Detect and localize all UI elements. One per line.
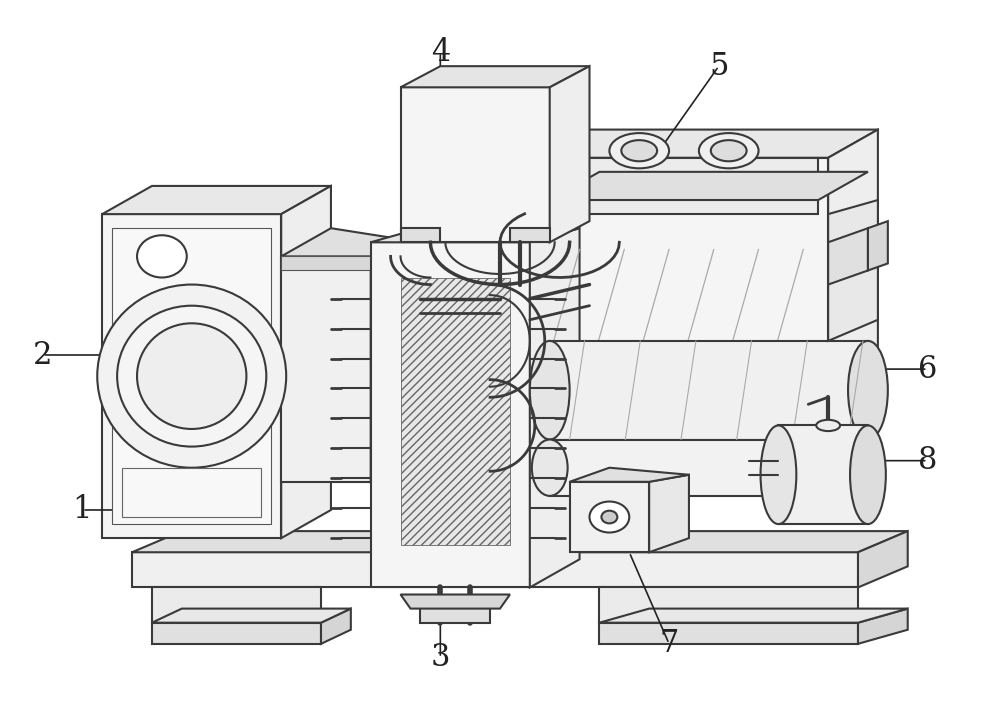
Polygon shape <box>599 608 908 623</box>
Text: 3: 3 <box>431 643 450 673</box>
Polygon shape <box>570 482 649 552</box>
Polygon shape <box>530 158 828 461</box>
Polygon shape <box>599 587 858 623</box>
Text: 8: 8 <box>918 445 937 476</box>
Polygon shape <box>649 475 689 552</box>
Polygon shape <box>401 228 440 242</box>
Polygon shape <box>530 228 580 587</box>
Ellipse shape <box>800 439 836 496</box>
Ellipse shape <box>137 235 187 278</box>
Polygon shape <box>550 172 868 200</box>
Polygon shape <box>530 130 878 158</box>
Polygon shape <box>321 608 351 644</box>
Polygon shape <box>868 221 888 271</box>
Polygon shape <box>858 531 908 587</box>
Ellipse shape <box>711 140 747 161</box>
Text: 5: 5 <box>709 50 729 82</box>
Polygon shape <box>401 594 510 608</box>
Ellipse shape <box>699 133 759 168</box>
Polygon shape <box>550 66 590 242</box>
Ellipse shape <box>761 425 796 524</box>
Polygon shape <box>599 623 858 644</box>
Polygon shape <box>550 158 818 214</box>
Ellipse shape <box>530 341 570 439</box>
Ellipse shape <box>590 501 629 532</box>
Polygon shape <box>102 214 281 538</box>
Polygon shape <box>152 608 351 623</box>
Text: 7: 7 <box>659 628 679 660</box>
Polygon shape <box>152 623 321 644</box>
Polygon shape <box>132 552 858 587</box>
Polygon shape <box>550 439 818 496</box>
Text: 6: 6 <box>918 354 937 385</box>
Polygon shape <box>420 601 490 623</box>
Text: 2: 2 <box>33 339 52 371</box>
Polygon shape <box>371 242 530 587</box>
Polygon shape <box>401 87 550 242</box>
Polygon shape <box>281 186 331 538</box>
Polygon shape <box>828 130 878 461</box>
Polygon shape <box>152 587 321 623</box>
Text: 4: 4 <box>431 37 450 67</box>
Ellipse shape <box>117 306 266 447</box>
Polygon shape <box>112 228 271 524</box>
Text: 1: 1 <box>73 494 92 525</box>
Polygon shape <box>778 425 868 524</box>
Ellipse shape <box>850 425 886 524</box>
Ellipse shape <box>848 341 888 439</box>
Ellipse shape <box>816 420 840 431</box>
Polygon shape <box>828 200 878 341</box>
Polygon shape <box>132 531 908 552</box>
Polygon shape <box>401 66 590 87</box>
Polygon shape <box>550 341 868 439</box>
Ellipse shape <box>601 510 617 523</box>
Polygon shape <box>828 228 868 285</box>
Ellipse shape <box>609 133 669 168</box>
Polygon shape <box>281 256 371 482</box>
Polygon shape <box>371 242 420 482</box>
Polygon shape <box>510 228 550 242</box>
Polygon shape <box>281 256 371 271</box>
Bar <box>401 278 510 545</box>
Ellipse shape <box>532 439 568 496</box>
Polygon shape <box>281 228 420 256</box>
Polygon shape <box>371 228 580 242</box>
Ellipse shape <box>137 323 246 429</box>
Ellipse shape <box>97 285 286 468</box>
Polygon shape <box>570 468 689 482</box>
Ellipse shape <box>621 140 657 161</box>
Polygon shape <box>858 608 908 644</box>
Polygon shape <box>102 186 331 214</box>
